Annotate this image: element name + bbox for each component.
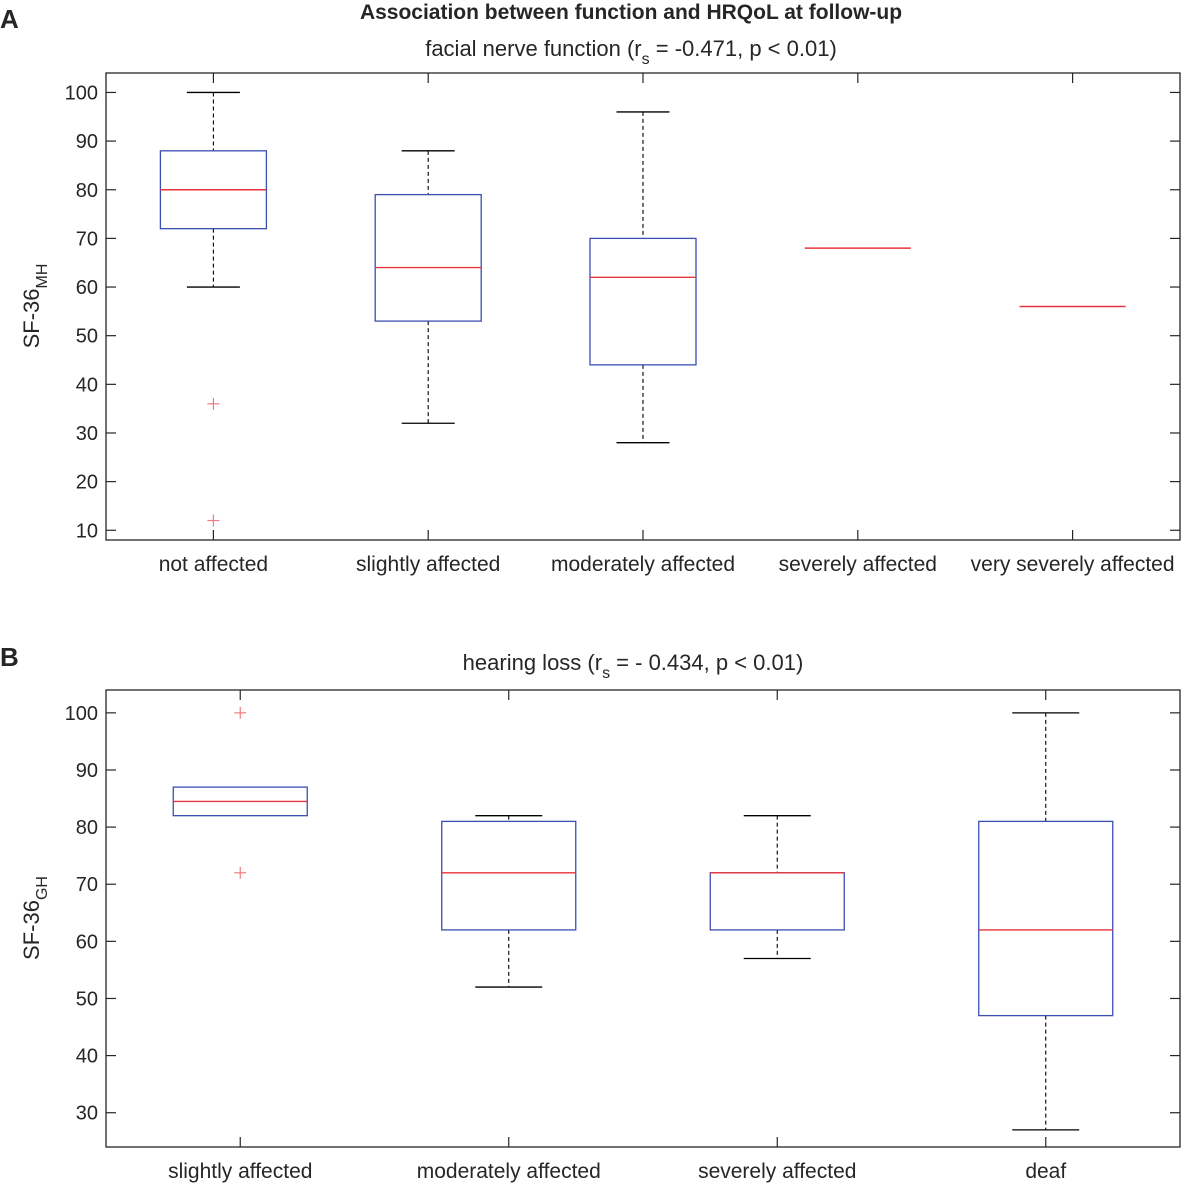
panel-b-title-sub: s: [602, 665, 610, 682]
a-ytick-label-6: 70: [76, 228, 98, 250]
b-ytick-label-3: 60: [76, 931, 98, 953]
panel-b-plot: 30 40 50 60 70 80 90 100 slightly affected modera…: [65, 689, 1181, 1183]
b-box-1: [441, 820, 577, 931]
b-axes-frame: [105, 689, 1181, 1148]
panel-a-plot: 10 20 30 40 50 60 70 80 90 100 not affected slightl…: [65, 72, 1181, 576]
b-ytick-label-6: 90: [76, 760, 98, 782]
panel-a: A facial nerve function (rs = -0.471, p …: [0, 4, 1181, 576]
b-ytick-label-2: 50: [76, 988, 98, 1010]
b-xtick-label-3: deaf: [1025, 1160, 1066, 1183]
b-xtick-label-2: severely affected: [698, 1160, 856, 1183]
figure-title: Association between function and HRQoL a…: [360, 1, 902, 24]
b-ytick-label-1: 40: [76, 1046, 98, 1068]
panel-b-title: hearing loss (rs = - 0.434, p < 0.01): [463, 650, 804, 682]
a-ytick-label-4: 50: [76, 326, 98, 348]
a-ytick-label-2: 30: [76, 423, 98, 445]
panel-b: B hearing loss (rs = - 0.434, p < 0.01) …: [0, 642, 1181, 1183]
panel-b-title-rest: = - 0.434, p < 0.01): [610, 650, 803, 675]
a-ytick-label-8: 90: [76, 131, 98, 153]
a-xtick-label-2: moderately affected: [551, 553, 735, 576]
a-box-2: [589, 237, 697, 366]
b-ytick-label-0: 30: [76, 1103, 98, 1125]
b-box-3: [978, 820, 1114, 1017]
panel-label-b: B: [0, 642, 19, 672]
a-xtick-label-3: severely affected: [779, 553, 937, 576]
panel-a-title-sub: s: [642, 51, 650, 68]
panel-b-ylabel-main: SF-36: [19, 900, 44, 960]
panel-a-ylabel-main: SF-36: [19, 288, 44, 348]
a-xtick-label-1: slightly affected: [356, 553, 500, 576]
panel-a-title: facial nerve function (rs = -0.471, p < …: [425, 36, 837, 68]
a-ytick-label-5: 60: [76, 277, 98, 299]
panel-a-title-rest: = -0.471, p < 0.01): [650, 36, 837, 61]
panel-b-ylabel-sub: GH: [34, 876, 51, 900]
b-ytick-label-5: 80: [76, 817, 98, 839]
panel-a-title-main: facial nerve function (r: [425, 36, 641, 61]
a-ytick-label-9: 100: [65, 82, 98, 104]
panel-b-title-main: hearing loss (r: [463, 650, 602, 675]
a-box-1: [374, 193, 482, 322]
panel-b-ylabel: SF-36GH: [19, 876, 51, 960]
a-xtick-label-4: very severely affected: [971, 553, 1175, 576]
a-ytick-label-0: 10: [76, 520, 98, 542]
a-ytick-label-3: 40: [76, 374, 98, 396]
b-xtick-label-0: slightly affected: [168, 1160, 312, 1183]
b-box-2: [709, 872, 845, 931]
panel-label-a: A: [0, 4, 19, 34]
a-ytick-label-7: 80: [76, 180, 98, 202]
b-xtick-label-1: moderately affected: [417, 1160, 601, 1183]
b-ytick-label-7: 100: [65, 703, 98, 725]
panel-a-ylabel-sub: MH: [34, 264, 51, 289]
panel-a-ylabel: SF-36MH: [19, 264, 51, 349]
a-xtick-label-0: not affected: [159, 553, 268, 576]
b-ytick-label-4: 70: [76, 874, 98, 896]
a-ytick-label-1: 20: [76, 472, 98, 494]
